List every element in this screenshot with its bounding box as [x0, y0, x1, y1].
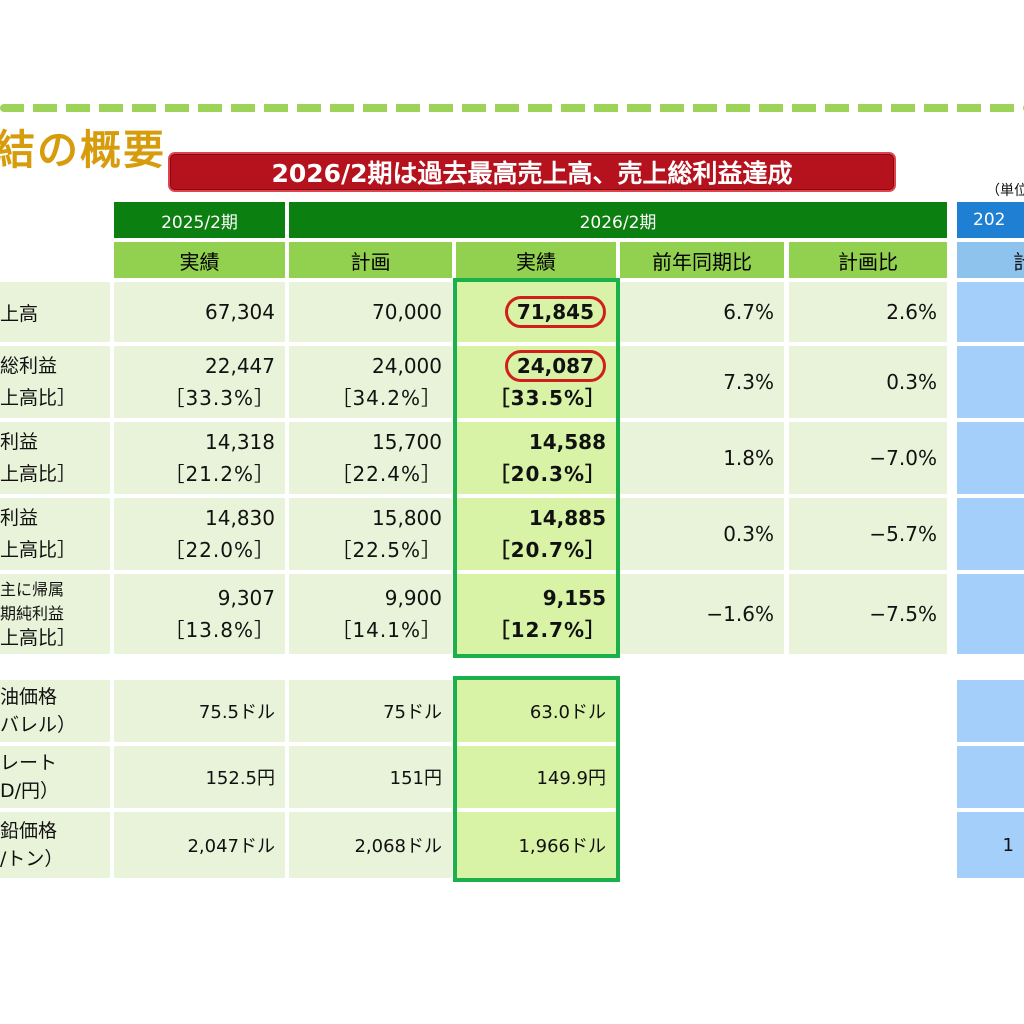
cell-next-oil-price: [957, 680, 1024, 742]
cell-plan-lead-price: 2,068ドル: [289, 812, 452, 878]
row-label-lead-price: 鉛価格/トン）: [0, 812, 110, 878]
cell-plan-oil-price: 75ドル: [289, 680, 452, 742]
col-header-plan: 計画: [289, 242, 452, 278]
cell-actual-gross-profit: 24,087 ［33.5%］: [456, 346, 616, 418]
row-label-gross-profit: 総利益 上高比］: [0, 346, 110, 418]
cell-2025-gross-profit: 22,447 ［33.3%］: [114, 346, 285, 418]
cell-vsplan-sales: 2.6%: [789, 282, 947, 342]
cell-plan-ordinary-profit: 15,800 ［22.5%］: [289, 498, 452, 570]
cell-next-net-profit: ［: [957, 574, 1024, 654]
highlight-circle: 71,845: [504, 296, 606, 328]
cell-2025-operating-profit: 14,318 ［21.2%］: [114, 422, 285, 494]
cell-2025-net-profit: 9,307 ［13.8%］: [114, 574, 285, 654]
col-header-actual: 実績: [456, 242, 616, 278]
cell-vsplan-gross-profit: 0.3%: [789, 346, 947, 418]
cell-2025-sales: 67,304: [114, 282, 285, 342]
cell-actual-oil-price: 63.0ドル: [456, 680, 616, 742]
col-header-next-plan: 計: [957, 242, 1024, 278]
cell-next-sales: [957, 282, 1024, 342]
cell-next-fx-rate: [957, 746, 1024, 808]
cell-yoy-net-profit: −1.6%: [620, 574, 784, 654]
cell-yoy-operating-profit: 1.8%: [620, 422, 784, 494]
cell-2025-lead-price: 2,047ドル: [114, 812, 285, 878]
row-label-sales: 上高: [0, 282, 110, 342]
highlight-circle: 24,087: [504, 350, 606, 382]
cell-actual-lead-price: 1,966ドル: [456, 812, 616, 878]
cell-actual-fx-rate: 149.9円: [456, 746, 616, 808]
cell-next-gross-profit: ［: [957, 346, 1024, 418]
cell-yoy-gross-profit: 7.3%: [620, 346, 784, 418]
period-header-2026: 2026/2期: [289, 202, 947, 238]
cell-vsplan-ordinary-profit: −5.7%: [789, 498, 947, 570]
row-label-ordinary-profit: 利益 上高比］: [0, 498, 110, 570]
col-header-vs-plan: 計画比: [789, 242, 947, 278]
dashed-divider: [0, 104, 1024, 112]
cell-next-operating-profit: ［: [957, 422, 1024, 494]
cell-actual-net-profit: 9,155 ［12.7%］: [456, 574, 616, 654]
row-label-oil-price: 油価格 バレル）: [0, 680, 110, 742]
cell-plan-net-profit: 9,900 ［14.1%］: [289, 574, 452, 654]
headline-banner: 2026/2期は過去最高売上高、売上総利益達成: [168, 152, 896, 192]
cell-actual-sales: 71,845: [456, 282, 616, 342]
period-header-next: 202: [957, 202, 1024, 238]
row-label-operating-profit: 利益 上高比］: [0, 422, 110, 494]
cell-plan-gross-profit: 24,000 ［34.2%］: [289, 346, 452, 418]
unit-note: （単位: [986, 183, 1024, 199]
cell-2025-fx-rate: 152.5円: [114, 746, 285, 808]
cell-plan-operating-profit: 15,700 ［22.4%］: [289, 422, 452, 494]
cell-next-lead-price: 1: [957, 812, 1024, 878]
cell-next-ordinary-profit: ［: [957, 498, 1024, 570]
period-header-2025: 2025/2期: [114, 202, 285, 238]
row-label-net-profit: 主に帰属 期純利益 上高比］: [0, 574, 110, 654]
page-title: 結の概要: [0, 126, 166, 174]
cell-vsplan-operating-profit: −7.0%: [789, 422, 947, 494]
cell-yoy-sales: 6.7%: [620, 282, 784, 342]
cell-2025-ordinary-profit: 14,830 ［22.0%］: [114, 498, 285, 570]
cell-plan-sales: 70,000: [289, 282, 452, 342]
cell-2025-oil-price: 75.5ドル: [114, 680, 285, 742]
col-header-2025-actual: 実績: [114, 242, 285, 278]
row-label-fx-rate: レート D/円）: [0, 746, 110, 808]
cell-plan-fx-rate: 151円: [289, 746, 452, 808]
cell-actual-ordinary-profit: 14,885 ［20.7%］: [456, 498, 616, 570]
col-header-yoy: 前年同期比: [620, 242, 784, 278]
cell-vsplan-net-profit: −7.5%: [789, 574, 947, 654]
cell-actual-operating-profit: 14,588 ［20.3%］: [456, 422, 616, 494]
cell-yoy-ordinary-profit: 0.3%: [620, 498, 784, 570]
